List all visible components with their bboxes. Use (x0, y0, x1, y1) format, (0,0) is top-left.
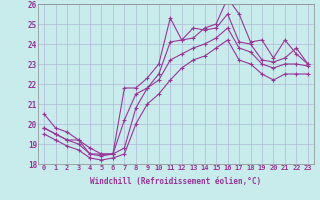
X-axis label: Windchill (Refroidissement éolien,°C): Windchill (Refroidissement éolien,°C) (91, 177, 261, 186)
